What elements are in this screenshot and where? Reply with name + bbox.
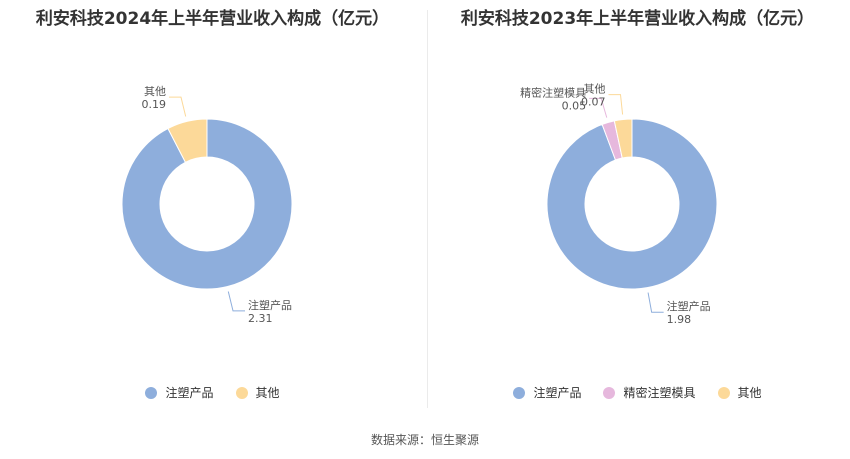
slice-label-value: 1.98 <box>667 313 692 326</box>
slice-label-line <box>168 96 187 117</box>
slice-label-name: 其他 <box>584 83 606 96</box>
legend-label: 精密注塑模具 <box>623 386 696 400</box>
donut-slice-0 <box>121 118 293 290</box>
legend-item[interactable]: 其他 <box>717 384 762 401</box>
slice-label-line <box>647 292 664 313</box>
chart-legend: 注塑产品 精密注塑模具 其他 <box>425 384 850 401</box>
chart-title: 利安科技2023年上半年营业收入构成（亿元） <box>460 9 815 29</box>
donut-slice-0 <box>546 118 718 290</box>
slice-label-line <box>608 94 624 115</box>
slice-label-value: 0.19 <box>141 98 166 111</box>
slice-label-value: 2.31 <box>248 312 273 325</box>
legend-marker <box>513 386 526 399</box>
legend-label: 注塑产品 <box>165 386 214 400</box>
data-source: 数据来源：恒生聚源 <box>370 433 479 447</box>
legend-marker <box>235 386 248 399</box>
legend-item[interactable]: 其他 <box>235 384 280 401</box>
slice-label-name: 注塑产品 <box>248 298 292 312</box>
slice-label-name: 注塑产品 <box>667 299 711 313</box>
slice-label-name: 精密注塑模具 <box>520 85 586 99</box>
chart-title: 利安科技2024年上半年营业收入构成（亿元） <box>35 9 390 29</box>
legend-marker <box>717 386 730 399</box>
slice-label-value: 0.07 <box>581 96 606 109</box>
donut-slice-1 <box>167 118 208 163</box>
legend-marker <box>603 386 616 399</box>
legend-marker <box>145 386 158 399</box>
legend-item[interactable]: 精密注塑模具 <box>603 384 696 401</box>
chart-panel-2024: 利安科技2024年上半年营业收入构成（亿元） 注塑产品 2.31 其他 0.19 注塑… <box>0 0 425 410</box>
slice-label-line <box>227 291 246 312</box>
donut-slice-2 <box>613 118 633 159</box>
slice-label-name: 其他 <box>144 85 166 98</box>
legend-label: 其他 <box>255 386 280 400</box>
legend-label: 注塑产品 <box>533 386 582 400</box>
slice-label-line <box>589 97 608 118</box>
chart-legend: 注塑产品 其他 <box>0 384 425 401</box>
legend-item[interactable]: 注塑产品 <box>513 384 581 401</box>
legend-item[interactable]: 注塑产品 <box>145 384 214 401</box>
panel-divider <box>427 10 428 408</box>
chart-panel-2023: 利安科技2023年上半年营业收入构成（亿元） 注塑产品 1.98 精密注塑模具 0.0… <box>425 0 850 410</box>
legend-label: 其他 <box>737 386 762 400</box>
slice-label-value: 0.05 <box>562 99 587 112</box>
